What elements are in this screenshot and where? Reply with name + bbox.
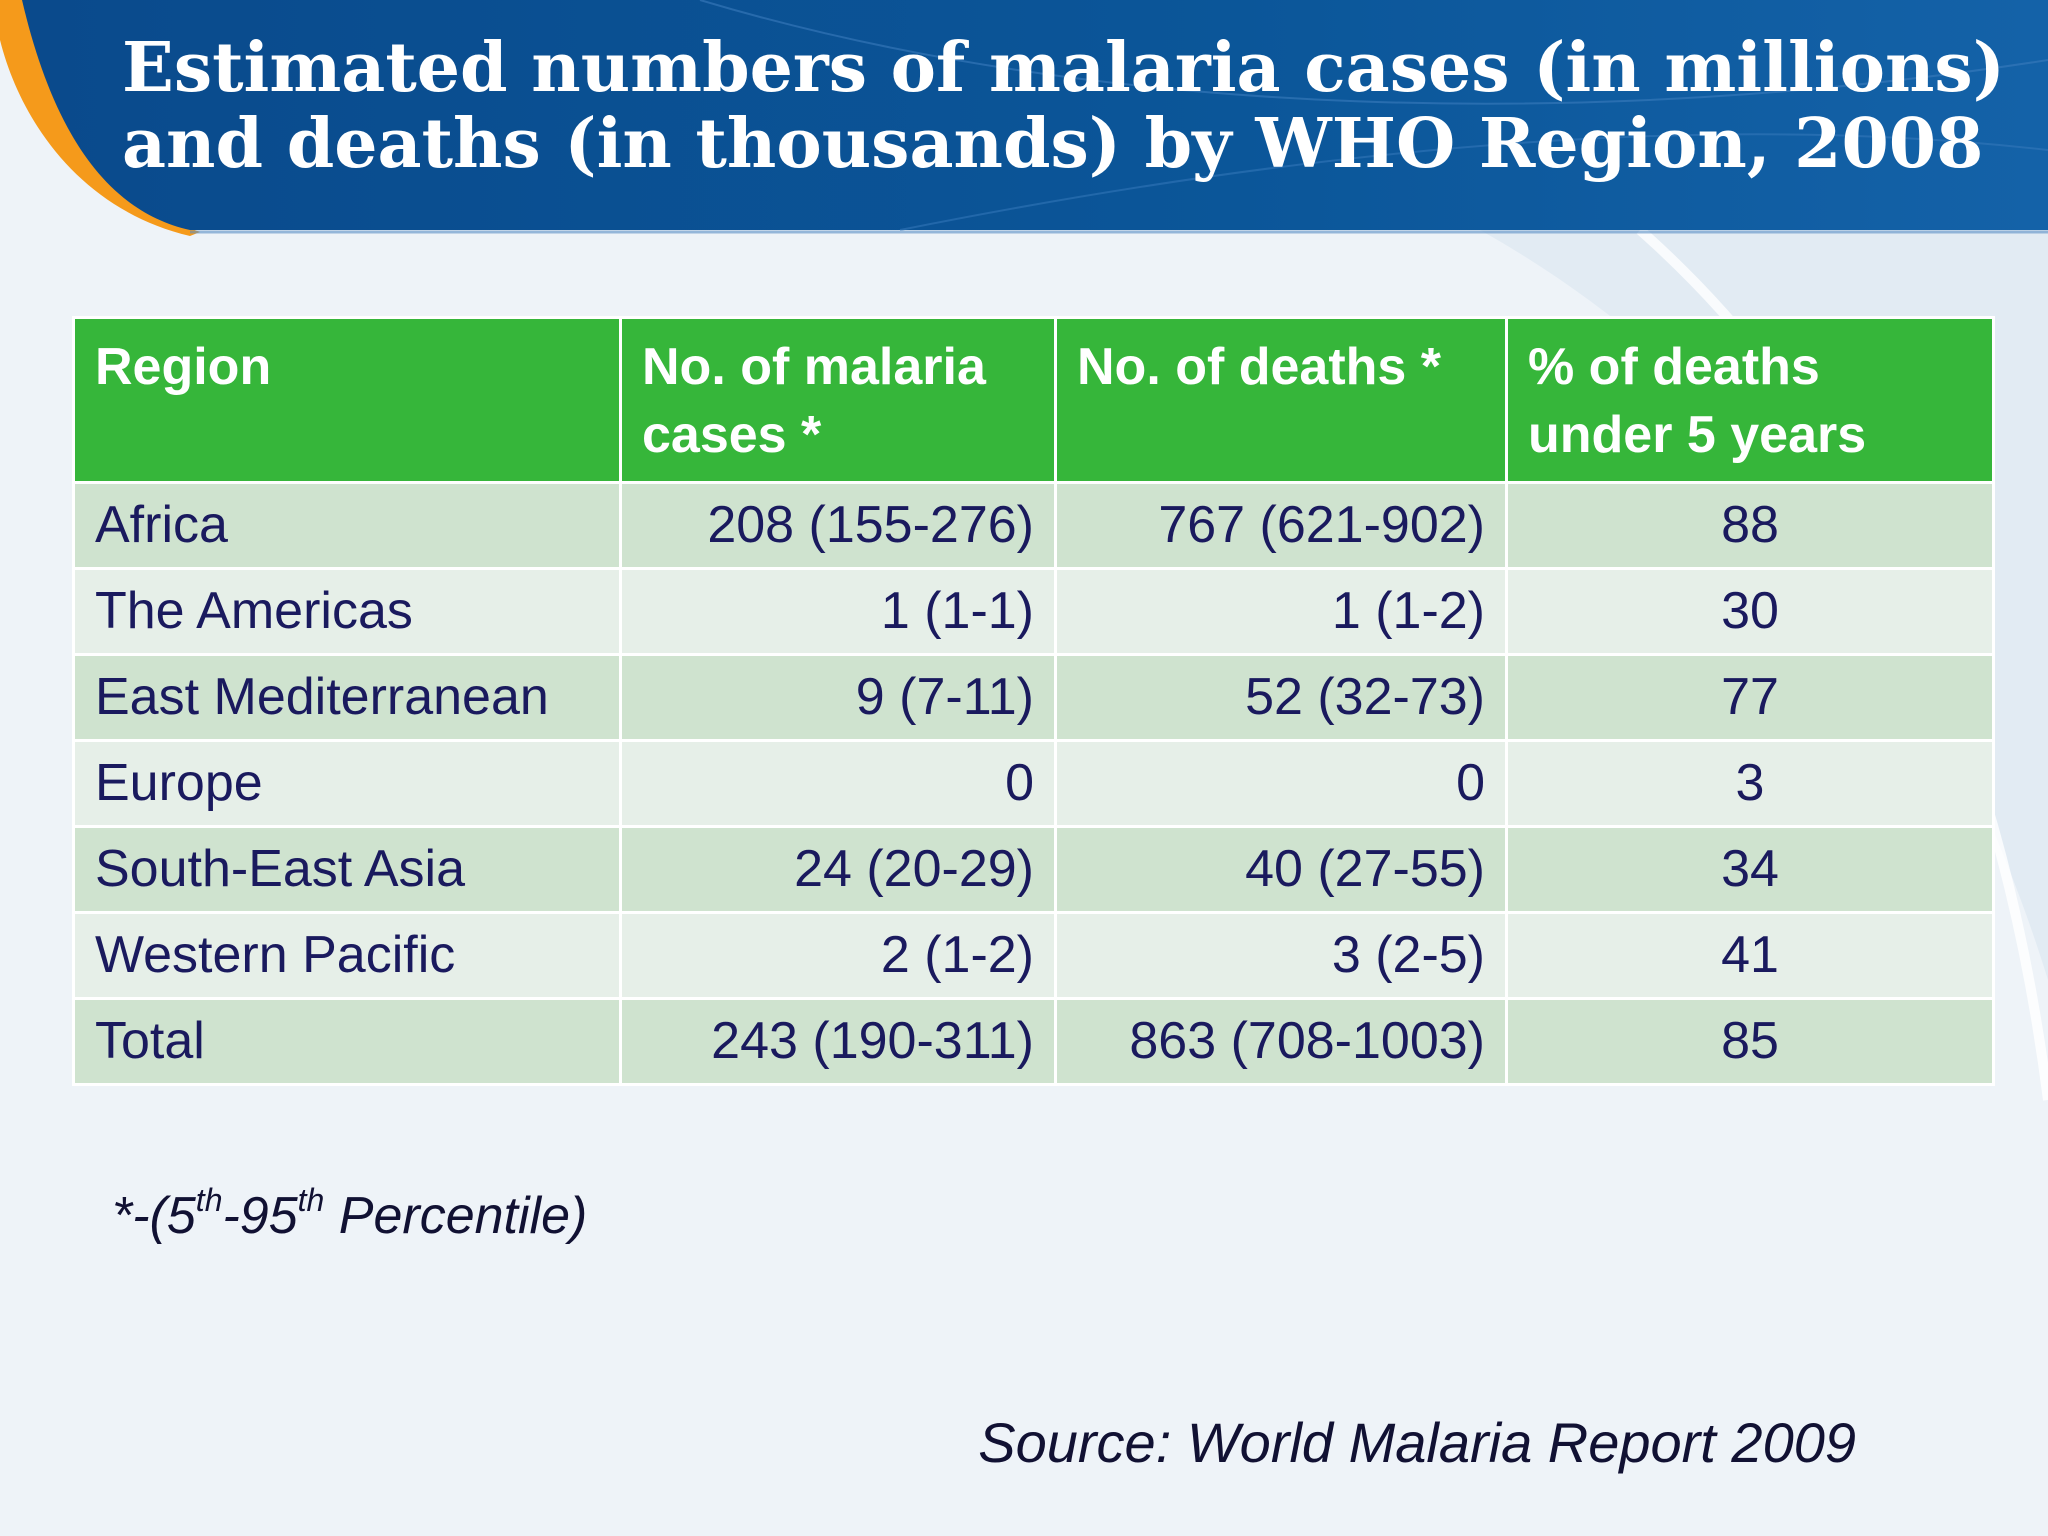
pct-cell: 77 bbox=[1505, 653, 1995, 742]
region-cell: East Mediterranean bbox=[72, 653, 622, 742]
deaths-cell: 863 (708-1003) bbox=[1054, 997, 1508, 1086]
region-cell: Total bbox=[72, 997, 622, 1086]
table-row: East Mediterranean 9 (7-11) 52 (32-73) 7… bbox=[72, 653, 1995, 742]
table-row: South-East Asia 24 (20-29) 40 (27-55) 34 bbox=[72, 825, 1995, 914]
header-malaria-cases: No. of malaria cases * bbox=[619, 316, 1057, 484]
cases-cell: 9 (7-11) bbox=[619, 653, 1057, 742]
table-row: Western Pacific 2 (1-2) 3 (2-5) 41 bbox=[72, 911, 1995, 1000]
header-band bbox=[22, 0, 2048, 230]
deaths-cell: 767 (621-902) bbox=[1054, 481, 1508, 570]
cases-cell: 24 (20-29) bbox=[619, 825, 1057, 914]
footnote-superscript-1: th bbox=[195, 1182, 223, 1218]
header-deaths: No. of deaths * bbox=[1054, 316, 1508, 484]
cases-cell: 243 (190-311) bbox=[619, 997, 1057, 1086]
deaths-cell: 3 (2-5) bbox=[1054, 911, 1508, 1000]
table-row: The Americas 1 (1-1) 1 (1-2) 30 bbox=[72, 567, 1995, 656]
region-cell: South-East Asia bbox=[72, 825, 622, 914]
deaths-cell: 1 (1-2) bbox=[1054, 567, 1508, 656]
malaria-data-table: Region No. of malaria cases * No. of dea… bbox=[72, 316, 1995, 1086]
cases-cell: 0 bbox=[619, 739, 1057, 828]
footnote-superscript-2: th bbox=[297, 1182, 325, 1218]
pct-cell: 88 bbox=[1505, 481, 1995, 570]
region-cell: The Americas bbox=[72, 567, 622, 656]
cases-cell: 2 (1-2) bbox=[619, 911, 1057, 1000]
pct-cell: 3 bbox=[1505, 739, 1995, 828]
footnote-suffix: Percentile) bbox=[324, 1187, 588, 1245]
pct-cell: 85 bbox=[1505, 997, 1995, 1086]
pct-cell: 30 bbox=[1505, 567, 1995, 656]
slide-title: Estimated numbers of malaria cases (in m… bbox=[122, 28, 2005, 184]
region-cell: Western Pacific bbox=[72, 911, 622, 1000]
header-region: Region bbox=[72, 316, 622, 484]
cases-cell: 1 (1-1) bbox=[619, 567, 1057, 656]
source-citation: Source: World Malaria Report 2009 bbox=[978, 1411, 1856, 1474]
footnote-prefix: *-(5 bbox=[112, 1187, 196, 1245]
table-row-total: Total 243 (190-311) 863 (708-1003) 85 bbox=[72, 997, 1995, 1086]
deaths-cell: 40 (27-55) bbox=[1054, 825, 1508, 914]
deaths-cell: 0 bbox=[1054, 739, 1508, 828]
region-cell: Africa bbox=[72, 481, 622, 570]
region-cell: Europe bbox=[72, 739, 622, 828]
pct-cell: 34 bbox=[1505, 825, 1995, 914]
table-header-row: Region No. of malaria cases * No. of dea… bbox=[72, 316, 1995, 484]
pct-cell: 41 bbox=[1505, 911, 1995, 1000]
slide-title-line-2: and deaths (in thousands) by WHO Region,… bbox=[122, 104, 1984, 184]
table-row: Europe 0 0 3 bbox=[72, 739, 1995, 828]
cases-cell: 208 (155-276) bbox=[619, 481, 1057, 570]
slide-title-line-1: Estimated numbers of malaria cases (in m… bbox=[122, 28, 2005, 108]
header-pct-deaths-under-5: % of deaths under 5 years bbox=[1505, 316, 1995, 484]
table-row: Africa 208 (155-276) 767 (621-902) 88 bbox=[72, 481, 1995, 570]
footnote-middle: -95 bbox=[222, 1187, 298, 1245]
percentile-footnote: *-(5th-95th Percentile) bbox=[112, 1184, 588, 1246]
deaths-cell: 52 (32-73) bbox=[1054, 653, 1508, 742]
